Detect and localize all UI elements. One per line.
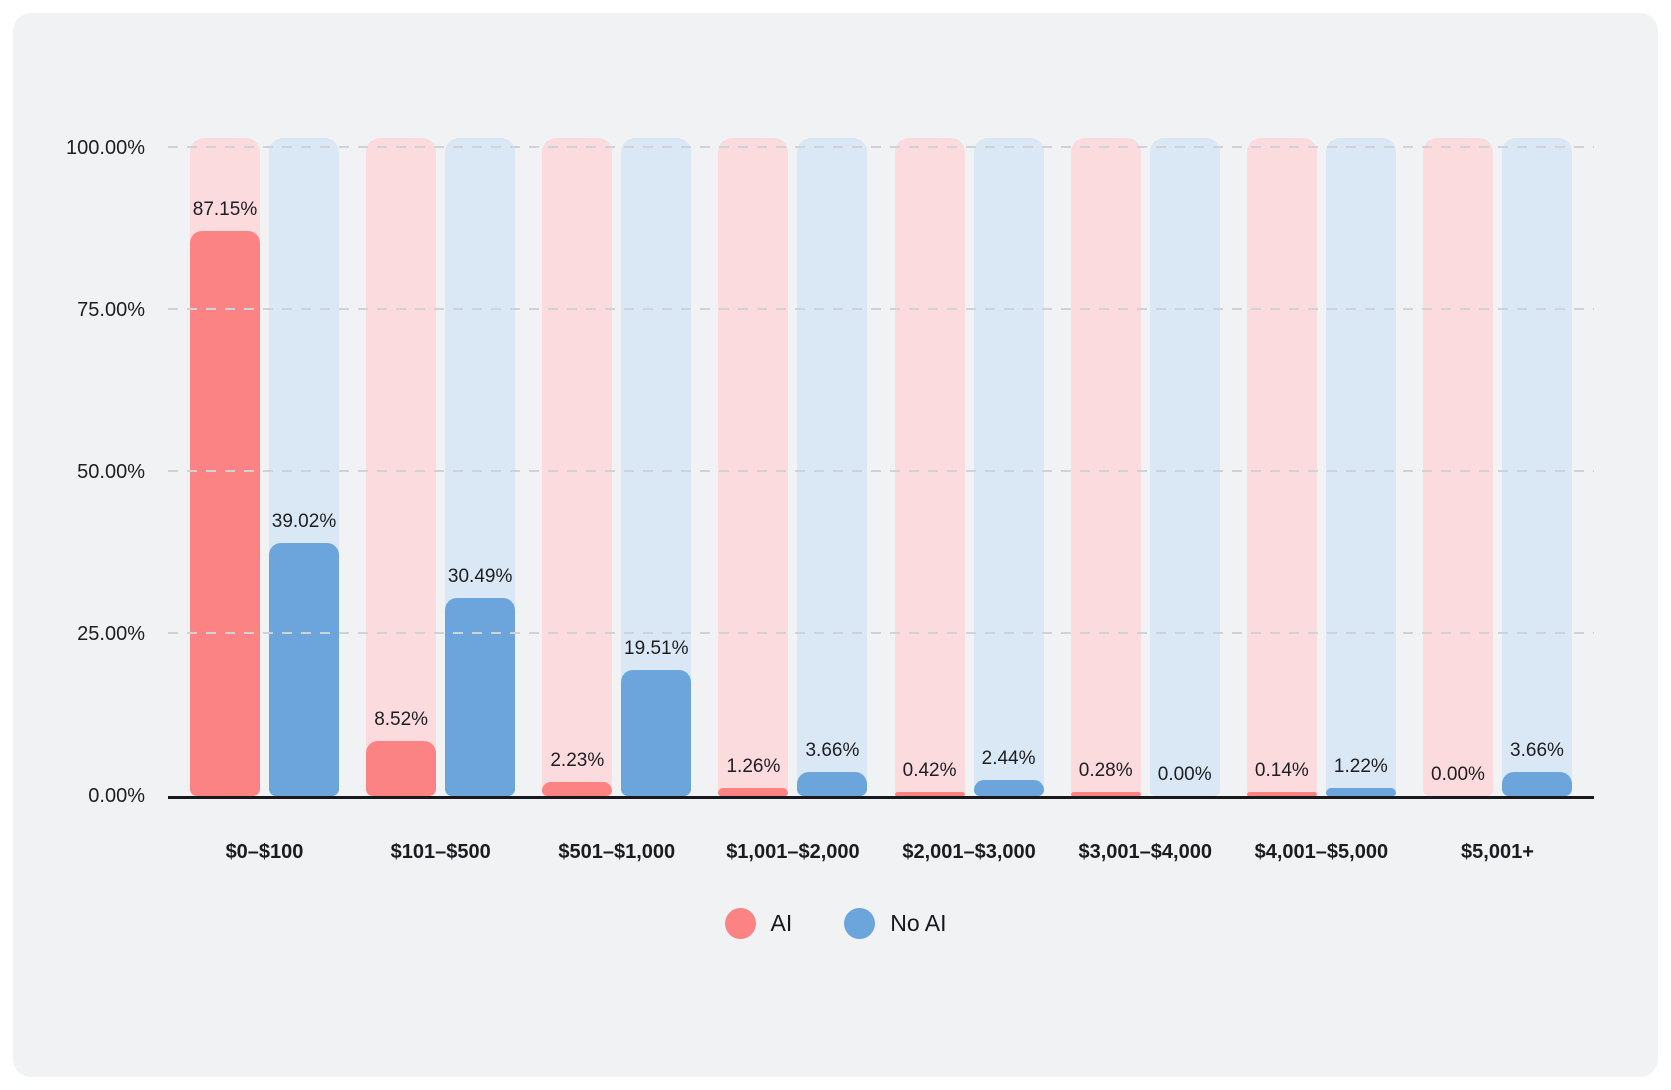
chart-card: 0.00% 25.00% 50.00% 75.00% 100.00% 87.15… [13, 13, 1658, 1077]
bar-ai [1070, 791, 1141, 796]
bar-track-no-ai: 3.66% [797, 138, 868, 796]
value-label: 1.22% [1333, 756, 1388, 778]
bar-ai [718, 787, 789, 796]
bar-ai [894, 791, 965, 796]
bar-group: 8.52% 30.49% [366, 138, 516, 796]
bar-group: 0.14% 1.22% [1246, 138, 1396, 796]
y-axis-label: 0.00% [88, 785, 145, 807]
bar-track-no-ai: 2.44% [973, 138, 1044, 796]
value-label: 1.26% [726, 755, 781, 777]
x-axis-label: $5,001+ [1461, 841, 1534, 863]
bar-track-no-ai: 39.02% [269, 138, 339, 796]
bar-group: 1.26% 3.66% [718, 138, 868, 796]
value-label: 2.23% [550, 749, 605, 771]
x-axis-label: $0–$100 [225, 841, 304, 863]
bar-track-no-ai: 30.49% [445, 138, 516, 796]
bar-ai [366, 740, 437, 796]
bar-no-ai [445, 598, 516, 796]
bar-ai [1246, 791, 1317, 796]
legend-label: AI [770, 910, 793, 936]
bar-track-no-ai: 0.00% [1149, 138, 1220, 796]
gridline [168, 146, 1594, 148]
value-label: 0.42% [902, 759, 957, 781]
bar-groups: 87.15% 39.02% 8.52% 30.49% 2.23% 19.51% … [168, 138, 1594, 796]
bar-group: 0.00% 3.66% [1422, 138, 1572, 796]
x-axis-label: $1,001–$2,000 [726, 841, 860, 863]
value-label: 39.02% [271, 511, 337, 533]
y-axis-label: 50.00% [77, 461, 145, 483]
bar-track-ai: 0.42% [894, 138, 965, 796]
value-label: 3.66% [1510, 740, 1564, 762]
bar-track-ai: 0.28% [1070, 138, 1141, 796]
legend-dot-no-ai [844, 908, 876, 939]
bar-track-no-ai: 19.51% [621, 138, 692, 796]
value-label: 0.00% [1157, 764, 1212, 785]
bar-group: 0.28% 0.00% [1070, 138, 1220, 796]
bar-group: 2.23% 19.51% [542, 138, 692, 796]
value-label: 0.00% [1431, 764, 1485, 785]
bar-group: 87.15% 39.02% [190, 138, 339, 796]
bar-no-ai [973, 780, 1044, 796]
value-label: 87.15% [192, 199, 258, 221]
bar-no-ai [621, 669, 692, 796]
bar-group: 0.42% 2.44% [894, 138, 1044, 796]
value-label: 0.28% [1078, 759, 1133, 781]
bar-track-ai: 0.00% [1422, 138, 1493, 796]
bar-no-ai [797, 772, 868, 796]
x-axis-label: $501–$1,000 [558, 841, 676, 863]
gridline [168, 308, 1594, 310]
y-axis-label: 100.00% [66, 137, 145, 159]
bar-track-ai: 0.14% [1246, 138, 1317, 796]
bar-ai [190, 231, 260, 796]
bar-track-ai: 8.52% [366, 138, 437, 796]
bar-track-no-ai: 1.22% [1325, 138, 1396, 796]
legend-item-no-ai: No AI [844, 908, 947, 939]
value-label: 8.52% [374, 708, 429, 730]
y-axis-label: 25.00% [77, 623, 145, 645]
legend-label: No AI [890, 910, 947, 936]
value-label: 2.44% [981, 748, 1036, 770]
bar-track-ai: 1.26% [718, 138, 789, 796]
legend-item-ai: AI [724, 908, 793, 939]
bar-track-ai: 2.23% [542, 138, 613, 796]
bar-ai [542, 781, 613, 796]
legend: AI No AI [13, 908, 1658, 939]
legend-dot-ai [724, 908, 756, 939]
x-axis-label: $2,001–$3,000 [902, 841, 1036, 863]
bar-no-ai [1325, 788, 1396, 796]
value-label: 30.49% [447, 566, 513, 588]
y-axis-label: 75.00% [77, 299, 145, 321]
x-axis-label: $4,001–$5,000 [1254, 841, 1389, 863]
bar-track-no-ai: 3.66% [1501, 138, 1572, 796]
value-label: 19.51% [624, 637, 689, 659]
plot-area: 0.00% 25.00% 50.00% 75.00% 100.00% 87.15… [66, 137, 1594, 807]
x-axis-label: $101–$500 [390, 841, 491, 863]
bar-track-ai: 87.15% [190, 138, 260, 796]
bar-no-ai [1501, 772, 1572, 796]
value-label: 3.66% [805, 740, 860, 762]
x-axis-label: $3,001–$4,000 [1078, 841, 1212, 863]
gridline [168, 470, 1594, 472]
value-label: 0.14% [1254, 759, 1309, 781]
gridline [168, 632, 1594, 634]
bar-no-ai [269, 543, 339, 796]
x-axis-labels: $0–$100 $101–$500 $501–$1,000 $1,001–$2,000… [168, 841, 1594, 864]
